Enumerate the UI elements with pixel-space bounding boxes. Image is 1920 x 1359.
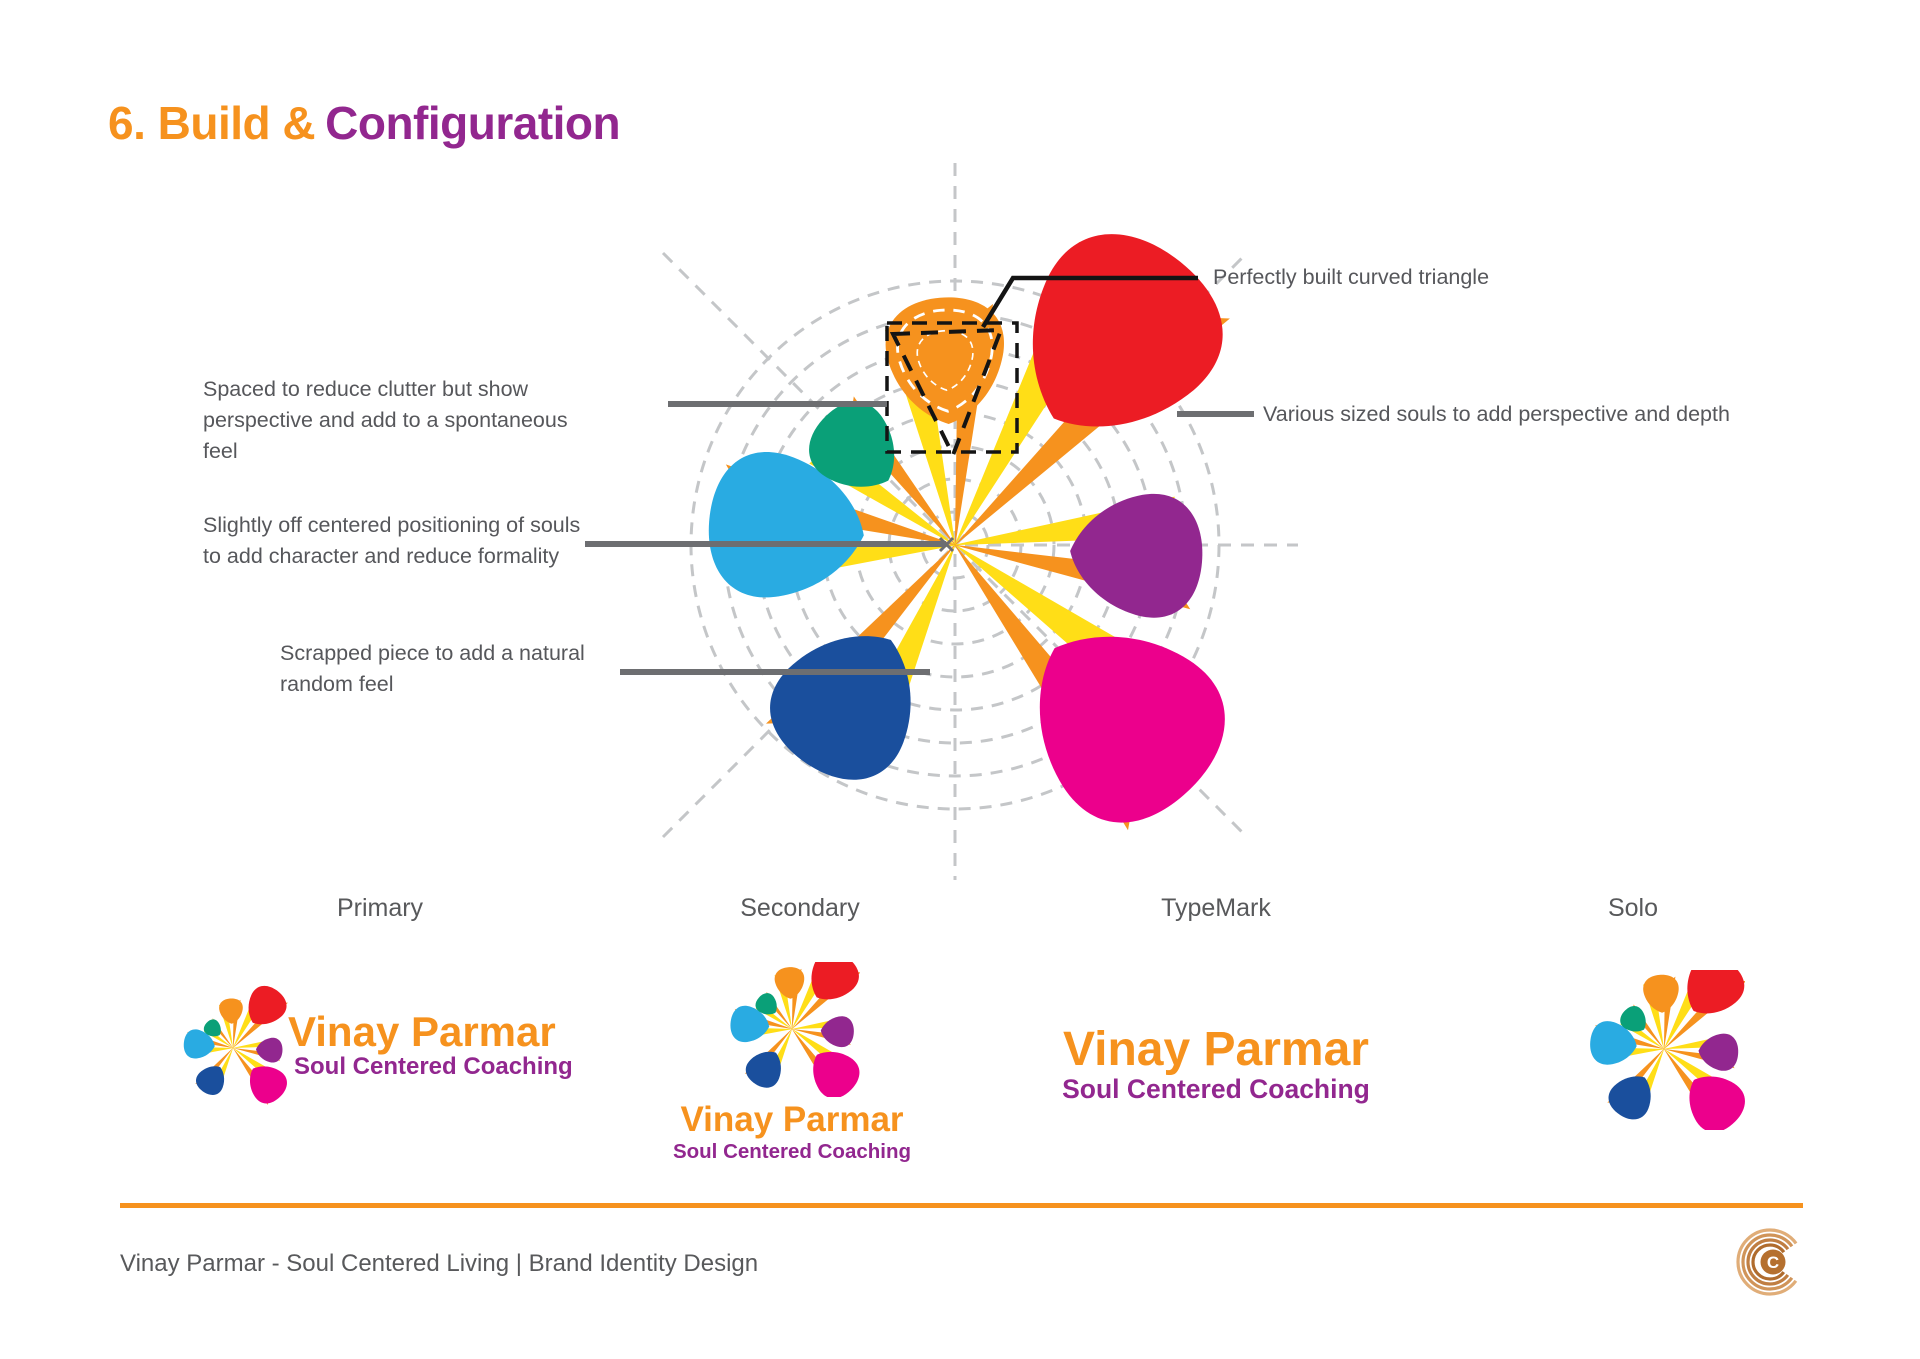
secondary-logo-mark [730, 962, 860, 1097]
studio-logo-arcs [1736, 1228, 1802, 1296]
annotation-various-sizes: Various sized souls to add perspective a… [1263, 402, 1730, 426]
variant-label-primary: Primary [336, 894, 424, 922]
curved-triangle-guides [885, 275, 1198, 460]
center-x-mark [938, 536, 955, 553]
construction-box [885, 321, 1019, 454]
soul-petal-purple [256, 1037, 283, 1063]
soul-petal-cyan [1590, 1021, 1637, 1065]
page-title: 6. Build & Configuration [108, 96, 621, 150]
variant-label-typemark: TypeMark [1161, 894, 1271, 922]
primary-tagline: Soul Centered Coaching [294, 1053, 573, 1080]
logo-flower-construction [708, 234, 1230, 831]
soul-purple [1663, 1033, 1739, 1071]
soul-cyan [730, 1005, 793, 1043]
soul-blue [195, 1047, 234, 1095]
page-title-purple-part: Configuration [325, 97, 621, 149]
annotation-off-center: Slightly off centered positioning of sou… [203, 513, 581, 568]
soul-petal-red [811, 962, 859, 1000]
leader-lines [585, 401, 1254, 675]
studio-logo-monogram: C [1767, 1253, 1779, 1272]
soul-petal-green [1620, 1006, 1646, 1032]
callout-line-perfect-triangle [981, 275, 1198, 329]
soul-red [791, 962, 860, 1030]
soul-petal-purple [820, 1016, 854, 1048]
soul-green [1620, 1004, 1665, 1050]
white-dashed-outline-inner [916, 329, 974, 392]
soul-red [1663, 970, 1745, 1050]
construction-triangle [889, 327, 1004, 460]
solo-logo-mark [1590, 970, 1745, 1130]
soul-petal-magenta [249, 1066, 287, 1104]
soul-magenta [1663, 1048, 1745, 1130]
soul-petal-orange [774, 967, 805, 999]
typemark-tagline: Soul Centered Coaching [1062, 1074, 1370, 1104]
annotation-spaced: Spaced to reduce clutter but show perspe… [203, 377, 568, 463]
soul-green [755, 991, 793, 1030]
studio-logo: C [1736, 1228, 1802, 1296]
soul-green [203, 1018, 234, 1049]
soul-petal-purple [1698, 1033, 1739, 1071]
footer-text: Vinay Parmar - Soul Centered Living | Br… [120, 1250, 759, 1277]
soul-magenta [952, 542, 1225, 831]
soul-purple [232, 1037, 283, 1063]
soul-petal-cyan [708, 452, 864, 598]
soul-blue [1607, 1048, 1665, 1120]
soul-petal-blue [1608, 1076, 1651, 1120]
primary-wordmark: Vinay Parmar [288, 1008, 556, 1055]
soul-petal-blue [196, 1066, 225, 1095]
construction-diagram [585, 163, 1298, 880]
secondary-wordmark: Vinay Parmar [680, 1100, 904, 1139]
soul-cyan [708, 452, 958, 598]
annotation-perfect-triangle: Perfectly built curved triangle [1213, 265, 1490, 289]
soul-petal-magenta [1689, 1076, 1745, 1130]
typemark-wordmark: Vinay Parmar [1063, 1023, 1369, 1076]
soul-petal-green [755, 993, 777, 1015]
logo-flower [183, 985, 288, 1106]
soul-petal-green [203, 1019, 221, 1037]
soul-petal-cyan [183, 1029, 215, 1059]
soul-petal-orange [219, 998, 243, 1024]
soul-petal-red [1032, 234, 1223, 427]
soul-petal-blue [745, 1051, 781, 1088]
footer-rule [120, 1203, 1803, 1208]
logo-flower [730, 962, 860, 1097]
soul-petal-green [809, 401, 895, 487]
annotation-scrapped: Scrapped piece to add a natural random f… [280, 641, 585, 696]
logo-flower [1590, 970, 1745, 1130]
soul-petal-purple [1070, 493, 1203, 618]
soul-petal-red [248, 985, 287, 1025]
soul-magenta [791, 1028, 860, 1097]
soul-red [952, 234, 1230, 548]
soul-petal-magenta [813, 1051, 860, 1097]
soul-magenta [232, 1047, 287, 1106]
soul-purple [791, 1016, 854, 1048]
secondary-tagline: Soul Centered Coaching [672, 1140, 912, 1163]
variant-label-solo: Solo [1607, 894, 1659, 922]
soul-green [809, 396, 958, 548]
soul-purple [952, 493, 1203, 618]
variant-label-secondary: Secondary [740, 894, 860, 922]
soul-petal-orange [1643, 974, 1679, 1013]
soul-petal-red [1687, 970, 1745, 1014]
primary-logo-mark [183, 985, 288, 1106]
page-title-orange-part: 6. Build & [108, 97, 316, 149]
soul-red [232, 985, 288, 1049]
studio-logo-circle [1760, 1249, 1786, 1275]
soul-petal-cyan [730, 1005, 770, 1043]
soul-petal-magenta [1039, 636, 1225, 823]
